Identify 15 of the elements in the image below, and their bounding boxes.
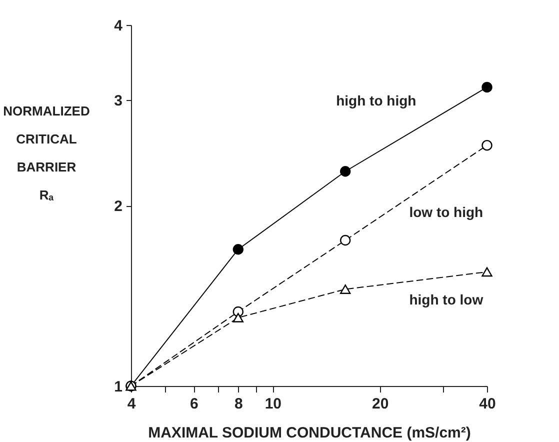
y-tick-label: 3 bbox=[114, 92, 122, 110]
y-tick-label: 2 bbox=[114, 198, 122, 215]
x-tick-label: 6 bbox=[190, 396, 198, 412]
x-axis-title: MAXIMAL SODIUM CONDUCTANCE (mS/cm²) bbox=[148, 424, 471, 442]
y-axis-title: NORMALIZED CRITICAL BARRIER Rₐ bbox=[3, 104, 90, 202]
x-tick-label: 8 bbox=[234, 396, 243, 412]
series-label: high to high bbox=[336, 92, 416, 108]
x-tick-label: 40 bbox=[479, 396, 496, 412]
x-tick-label: 4 bbox=[127, 396, 136, 412]
x-tick-label: 10 bbox=[264, 396, 282, 412]
y-tick-label: 1 bbox=[114, 378, 122, 396]
x-tick-label: 20 bbox=[372, 396, 389, 412]
series-label: high to low bbox=[409, 292, 484, 308]
series-label: low to high bbox=[409, 204, 484, 220]
y-tick-label: 4 bbox=[114, 18, 124, 34]
